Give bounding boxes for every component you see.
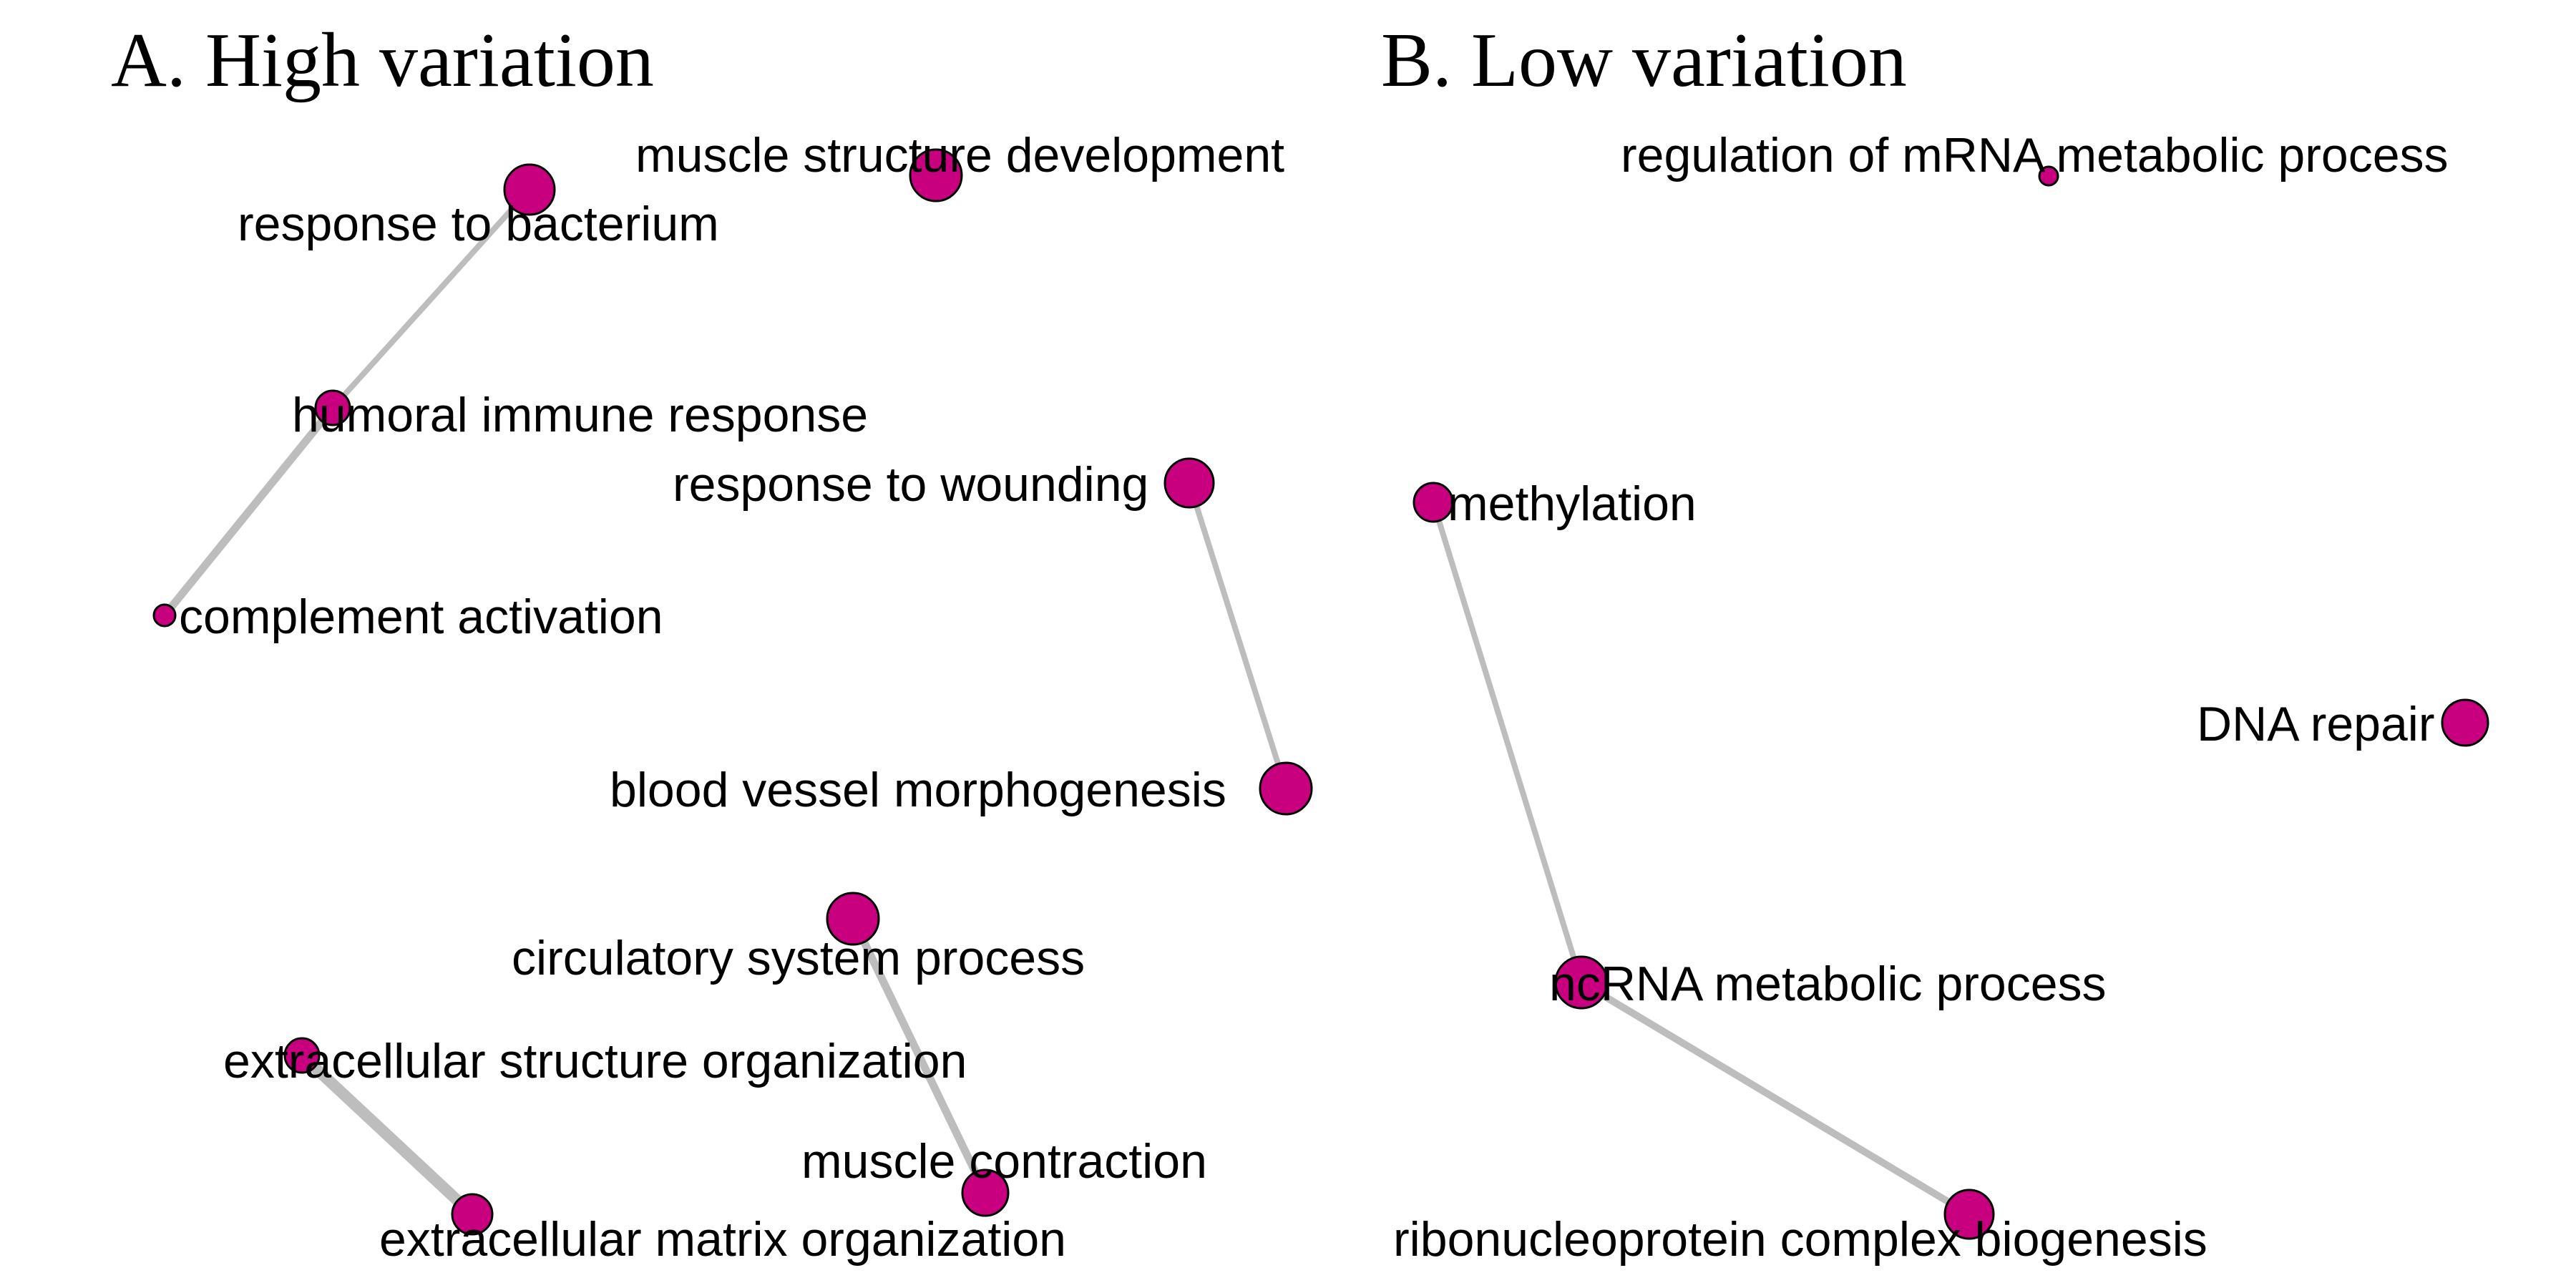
node-extracellular-matrix-organization (451, 1193, 494, 1236)
label-humoral-immune-response: humoral immune response (292, 388, 868, 442)
label-response-to-wounding: response to wounding (673, 457, 1148, 512)
label-muscle-structure-development: muscle structure development (635, 128, 1284, 182)
node-response-to-bacterium (503, 163, 556, 216)
label-muscle-contraction: muscle contraction (801, 1134, 1207, 1189)
edge-extracellular-structure-organization-to-extracellular-matrix-organization (296, 1050, 478, 1220)
edge-response-to-wounding-to-blood-vessel-morphogenesis (1186, 480, 1289, 791)
label-ncrna-metabolic-process: ncRNA metabolic process (1549, 957, 2107, 1011)
label-circulatory-system-process: circulatory system process (512, 931, 1085, 985)
label-dna-repair: DNA repair (2197, 697, 2435, 751)
labels-layer: muscle structure development response to … (179, 128, 2449, 1267)
node-muscle-structure-development (909, 148, 963, 203)
nodes-layer (152, 148, 2489, 1240)
label-extracellular-matrix-organization: extracellular matrix organization (379, 1212, 1066, 1267)
node-response-to-wounding (1163, 457, 1215, 509)
edge-response-to-bacterium-to-humoral-immune-response (330, 187, 532, 411)
edge-methylation-to-ncrna-metabolic-process (1430, 499, 1584, 985)
label-blood-vessel-morphogenesis: blood vessel morphogenesis (610, 763, 1226, 817)
label-complement-activation: complement activation (179, 590, 663, 644)
node-dna-repair (2441, 698, 2489, 747)
edge-humoral-immune-response-to-complement-activation (160, 404, 337, 620)
node-methylation (1413, 482, 1454, 523)
node-ncrna-metabolic-process (1554, 955, 1609, 1010)
node-blood-vessel-morphogenesis (1259, 761, 1313, 816)
node-extracellular-structure-organization (283, 1037, 321, 1074)
label-response-to-bacterium: response to bacterium (238, 197, 719, 251)
edge-circulatory-system-process-to-muscle-contraction (849, 914, 990, 1197)
label-regulation-of-mrna-metabolic-process: regulation of mRNA metabolic process (1621, 128, 2449, 182)
node-circulatory-system-process (826, 892, 880, 946)
node-muscle-contraction (961, 1169, 1010, 1217)
node-regulation-of-mrna-metabolic-process (2038, 165, 2059, 187)
panel-a-title: A. High variation (111, 18, 654, 103)
label-extracellular-structure-organization: extracellular structure organization (223, 1034, 967, 1088)
node-complement-activation (152, 603, 177, 628)
label-methylation: methylation (1448, 477, 1697, 531)
edge-ncrna-metabolic-process-to-ribonucleoprotein-complex-biogenesis (1578, 979, 1973, 1218)
panel-b-title: B. Low variation (1381, 18, 1907, 103)
node-humoral-immune-response (314, 389, 351, 426)
node-ribonucleoprotein-complex-biogenesis (1943, 1189, 1995, 1240)
label-ribonucleoprotein-complex-biogenesis: ribonucleoprotein complex biogenesis (1393, 1212, 2207, 1267)
edges-layer (160, 187, 1973, 1220)
